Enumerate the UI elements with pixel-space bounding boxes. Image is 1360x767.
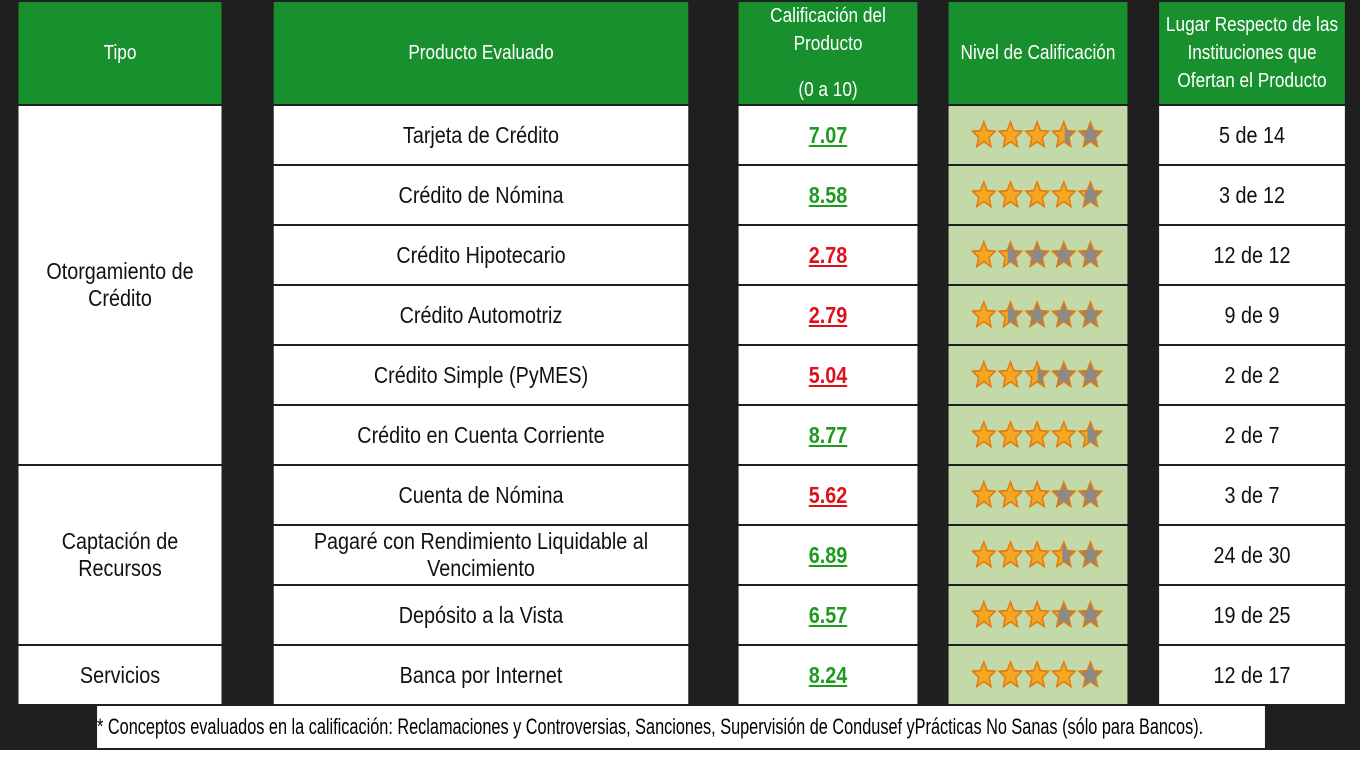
table-row: Crédito de Nómina 8.58 3 de 12 (2, 166, 1360, 224)
star-icon (1050, 360, 1077, 389)
rating-stars-cell (948, 106, 1128, 164)
header-calificacion-scale: (0 a 10) (798, 79, 858, 101)
table-row: Depósito a la Vista 6.57 19 de 25 (2, 586, 1360, 644)
star-icon (1024, 240, 1051, 269)
footnote-row: * Conceptos evaluados en la calificación… (2, 706, 1360, 748)
producto-cell: Crédito Simple (PyMES) (273, 346, 689, 404)
header-producto: Producto Evaluado (273, 2, 689, 104)
star-rating (970, 540, 1104, 569)
star-rating (970, 420, 1104, 449)
tipo-cell: Captación de Recursos (18, 466, 222, 644)
rating-stars-cell (948, 166, 1128, 224)
header-tipo: Tipo (18, 2, 222, 104)
rating-stars-cell (948, 406, 1128, 464)
header-nivel: Nivel de Calificación (948, 2, 1128, 104)
rating-stars-cell (948, 346, 1128, 404)
lugar-cell: 3 de 7 (1159, 466, 1345, 524)
lugar-cell: 5 de 14 (1159, 106, 1345, 164)
lugar-cell: 9 de 9 (1159, 286, 1345, 344)
lugar-cell: 12 de 17 (1159, 646, 1345, 704)
table-row: Otorgamiento de Crédito Tarjeta de Crédit… (2, 106, 1360, 464)
producto-cell: Tarjeta de Crédito (273, 106, 689, 164)
producto-cell: Crédito Automotriz (273, 286, 689, 344)
star-icon (1077, 240, 1104, 269)
rating-stars-cell (948, 646, 1128, 704)
score-link[interactable]: 8.58 (808, 181, 848, 208)
rating-stars-cell (948, 226, 1128, 284)
score-cell: 8.24 (738, 646, 918, 704)
star-icon (1050, 240, 1077, 269)
star-icon (1077, 360, 1104, 389)
producto-cell: Banca por Internet (273, 646, 689, 704)
score-cell: 2.79 (738, 286, 918, 344)
producto-cell: Depósito a la Vista (273, 586, 689, 644)
table-row: Servicios Banca por Internet 8.24 12 de 17 (2, 646, 1360, 704)
score-link[interactable]: 5.04 (808, 361, 848, 388)
star-rating (970, 360, 1104, 389)
score-cell: 8.77 (738, 406, 918, 464)
tipo-cell: Servicios (18, 646, 222, 704)
header-calificacion-title: Calificación del Producto (770, 5, 886, 55)
score-link[interactable]: 8.24 (808, 661, 848, 688)
score-cell: 2.78 (738, 226, 918, 284)
producto-cell: Crédito Hipotecario (273, 226, 689, 284)
lugar-cell: 3 de 12 (1159, 166, 1345, 224)
header-row: Tipo Producto Evaluado Calificación del … (2, 2, 1360, 104)
producto-cell: Crédito en Cuenta Corriente (273, 406, 689, 464)
footnote-text: * Conceptos evaluados en la calificación… (97, 714, 1204, 739)
lugar-cell: 24 de 30 (1159, 526, 1345, 584)
score-link[interactable]: 2.79 (808, 301, 848, 328)
score-link[interactable]: 6.57 (808, 601, 848, 628)
score-cell: 6.57 (738, 586, 918, 644)
lugar-cell: 12 de 12 (1159, 226, 1345, 284)
star-icon (1077, 600, 1104, 629)
producto-cell: Pagaré con Rendimiento Liquidable al Ven… (273, 526, 689, 584)
lugar-cell: 2 de 2 (1159, 346, 1345, 404)
table-row: Crédito Hipotecario 2.78 12 de 12 (2, 226, 1360, 284)
score-cell: 7.07 (738, 106, 918, 164)
rating-stars-cell (948, 286, 1128, 344)
score-link[interactable]: 7.07 (808, 121, 848, 148)
header-calificacion: Calificación del Producto (0 a 10) (738, 2, 918, 104)
rating-stars-cell (948, 586, 1128, 644)
star-icon (1024, 300, 1051, 329)
footnote: * Conceptos evaluados en la calificación… (97, 706, 1265, 748)
table-row: Crédito Simple (PyMES) 5.04 2 de 2 (2, 346, 1360, 404)
producto-cell: Cuenta de Nómina (273, 466, 689, 524)
star-rating (970, 120, 1104, 149)
tipo-cell: Otorgamiento de Crédito (18, 106, 222, 464)
header-lugar: Lugar Respecto de las Instituciones que … (1159, 2, 1345, 104)
star-rating (970, 300, 1104, 329)
star-icon (1077, 300, 1104, 329)
producto-cell: Crédito de Nómina (273, 166, 689, 224)
lugar-cell: 2 de 7 (1159, 406, 1345, 464)
star-icon (1077, 540, 1104, 569)
star-rating (970, 180, 1104, 209)
star-rating (970, 480, 1104, 509)
score-link[interactable]: 6.89 (808, 541, 848, 568)
score-link[interactable]: 2.78 (808, 241, 848, 268)
star-icon (1050, 300, 1077, 329)
lugar-cell: 19 de 25 (1159, 586, 1345, 644)
score-link[interactable]: 5.62 (808, 481, 848, 508)
score-cell: 6.89 (738, 526, 918, 584)
table-row: Crédito Automotriz 2.79 9 de 9 (2, 286, 1360, 344)
rating-stars-cell (948, 526, 1128, 584)
table-row: Captación de Recursos Cuenta de Nómina 5.6… (2, 466, 1360, 644)
star-icon (1077, 120, 1104, 149)
rating-stars-cell (948, 466, 1128, 524)
star-icon (1050, 480, 1077, 509)
star-icon (1077, 660, 1104, 689)
rating-table: Tipo Producto Evaluado Calificación del … (0, 0, 1360, 750)
table-row: Crédito en Cuenta Corriente 8.77 2 de 7 (2, 406, 1360, 464)
table-row: Pagaré con Rendimiento Liquidable al Ven… (2, 526, 1360, 584)
star-rating (970, 660, 1104, 689)
score-cell: 5.62 (738, 466, 918, 524)
score-cell: 5.04 (738, 346, 918, 404)
star-icon (1077, 480, 1104, 509)
star-rating (970, 600, 1104, 629)
score-link[interactable]: 8.77 (808, 421, 848, 448)
star-rating (970, 240, 1104, 269)
score-cell: 8.58 (738, 166, 918, 224)
